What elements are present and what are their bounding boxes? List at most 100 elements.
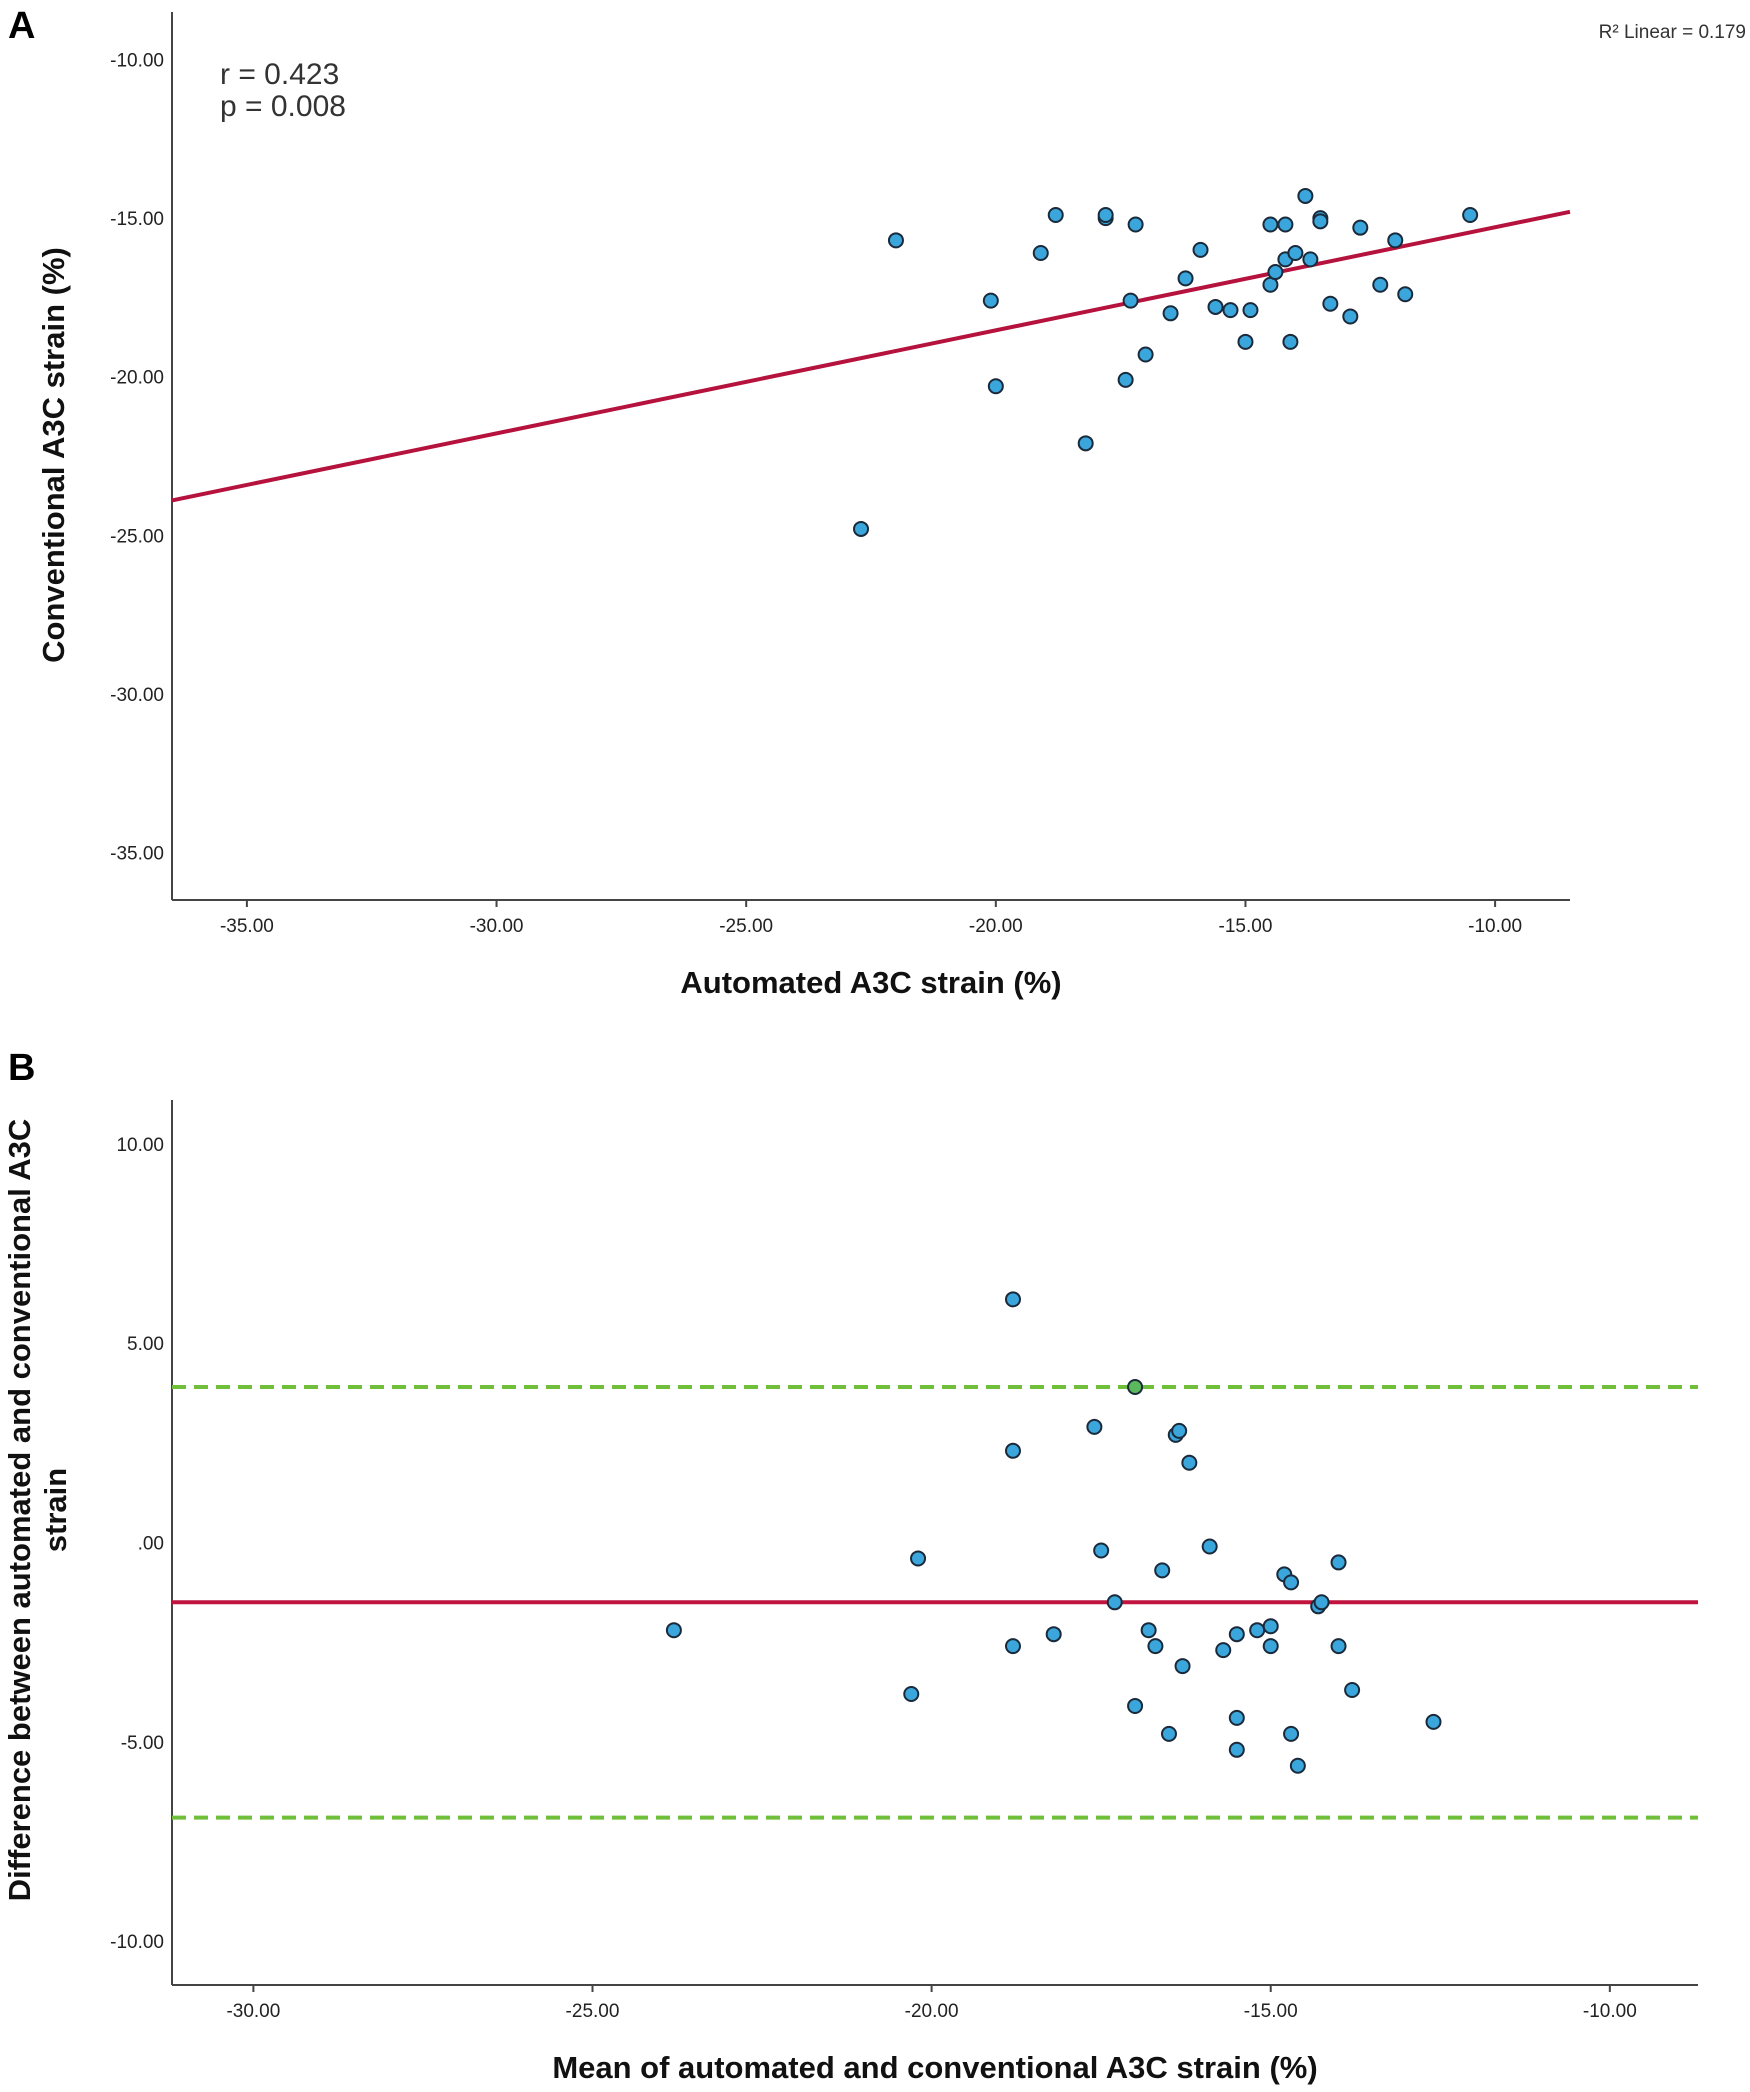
data-point	[1289, 1757, 1306, 1774]
data-point	[1137, 346, 1154, 363]
data-point	[1162, 305, 1179, 322]
r-squared-label: R² Linear = 0.179	[1599, 22, 1746, 43]
data-point	[1249, 1622, 1266, 1639]
x-tick-label: -25.00	[566, 2001, 620, 2022]
data-point	[1228, 1741, 1245, 1758]
data-point	[1032, 245, 1049, 262]
data-point	[1201, 1538, 1218, 1555]
data-point	[1262, 1638, 1279, 1655]
correlation-r: r = 0.423	[220, 58, 339, 91]
x-tick-label: -35.00	[220, 916, 274, 937]
panel-b-label: B	[8, 1047, 35, 1089]
data-point	[1192, 241, 1209, 258]
data-point	[1287, 245, 1304, 262]
data-point	[1277, 216, 1294, 233]
data-point	[1127, 1697, 1144, 1714]
regression-line	[171, 209, 1571, 503]
data-point	[1267, 264, 1284, 281]
y-tick-label: -25.00	[110, 526, 164, 547]
x-tick-label: -30.00	[470, 916, 524, 937]
panel-b: B -30.00 -25.00 -20.00 -15.00 -10.00 10.00 5.…	[2, 1047, 1698, 2085]
y-tick-label: -35.00	[110, 843, 164, 864]
data-point	[1171, 1422, 1188, 1439]
y-tick-label: 5.00	[127, 1334, 164, 1355]
data-point	[1154, 1562, 1171, 1579]
panel-a-x-label: Automated A3C strain (%)	[680, 965, 1061, 1000]
correlation-p: p = 0.008	[220, 90, 346, 123]
data-point	[1397, 286, 1414, 303]
data-point	[1215, 1642, 1232, 1659]
data-point	[903, 1685, 920, 1702]
data-point	[1228, 1626, 1245, 1643]
y-tick-label: -5.00	[121, 1733, 164, 1754]
data-point	[1004, 1291, 1021, 1308]
data-point	[1004, 1638, 1021, 1655]
data-point	[1302, 251, 1319, 268]
data-point	[1177, 270, 1194, 287]
x-tick-label: -15.00	[1244, 2001, 1298, 2022]
data-point	[1147, 1638, 1164, 1655]
data-point	[1352, 219, 1369, 236]
panel-a-y-ticks: -10.00 -15.00 -20.00 -25.00 -30.00 -35.00	[110, 51, 164, 865]
data-point	[987, 378, 1004, 395]
data-point	[1004, 1442, 1021, 1459]
data-point	[982, 292, 999, 309]
data-point	[1174, 1658, 1191, 1675]
data-point	[1344, 1682, 1361, 1698]
data-point	[1372, 276, 1389, 293]
x-tick-label: -20.00	[905, 2001, 959, 2022]
y-tick-label: -20.00	[110, 368, 164, 389]
data-point	[1297, 187, 1314, 204]
x-tick-label: -10.00	[1583, 2001, 1637, 2022]
data-point	[1207, 298, 1224, 315]
data-point	[1342, 308, 1359, 325]
x-tick-label: -25.00	[719, 916, 773, 937]
panel-a: A -35.00 -30.00 -25.00 -20.00 -15.00 -10.00 -…	[8, 5, 1746, 1000]
panel-b-y-label-line-1: Difference between automated and convent…	[2, 1119, 37, 1902]
data-point	[1093, 1542, 1110, 1559]
y-tick-label: 10.00	[116, 1135, 164, 1156]
x-tick-label: -15.00	[1219, 916, 1273, 937]
data-point	[1077, 435, 1094, 452]
data-point	[1122, 292, 1139, 309]
y-tick-label: .00	[138, 1534, 164, 1555]
panel-a-x-ticks: -35.00 -30.00 -25.00 -20.00 -15.00 -10.00	[220, 900, 1522, 937]
data-point	[1262, 1618, 1279, 1635]
data-point	[665, 1622, 682, 1639]
x-tick-label: -30.00	[226, 2001, 280, 2022]
data-point	[1181, 1454, 1198, 1471]
panel-a-y-label: Conventional A3C strain (%)	[36, 247, 71, 663]
y-tick-label: -30.00	[110, 685, 164, 706]
data-point	[1045, 1626, 1062, 1643]
data-point	[1262, 216, 1279, 233]
panel-a-label: A	[8, 5, 35, 47]
data-point	[1330, 1554, 1347, 1571]
data-point	[853, 520, 870, 537]
data-point	[1140, 1622, 1157, 1639]
data-point	[1127, 1379, 1144, 1396]
data-point	[1312, 213, 1329, 230]
data-point	[1330, 1638, 1347, 1655]
panel-b-x-label: Mean of automated and conventional A3C s…	[552, 2050, 1317, 2085]
x-tick-label: -10.00	[1468, 916, 1522, 937]
data-point	[1237, 333, 1254, 350]
data-point	[887, 232, 904, 249]
data-point	[1283, 1725, 1300, 1742]
data-point	[1242, 302, 1259, 319]
data-point	[1127, 216, 1144, 233]
data-point	[1322, 295, 1339, 312]
y-tick-label: -15.00	[110, 209, 164, 230]
data-point	[1425, 1713, 1442, 1730]
data-point	[1097, 206, 1114, 223]
y-tick-label: -10.00	[110, 1932, 164, 1953]
panel-b-y-ticks: 10.00 5.00 .00 -5.00 -10.00	[110, 1135, 164, 1953]
data-point	[1462, 206, 1479, 223]
data-point	[1282, 333, 1299, 350]
data-point	[1086, 1418, 1103, 1435]
data-point	[1160, 1725, 1177, 1742]
data-point	[1222, 302, 1239, 319]
panel-b-y-label-line-2: strain	[38, 1468, 73, 1552]
panel-b-x-ticks: -30.00 -25.00 -20.00 -15.00 -10.00	[226, 1985, 1637, 2022]
x-tick-label: -20.00	[969, 916, 1023, 937]
